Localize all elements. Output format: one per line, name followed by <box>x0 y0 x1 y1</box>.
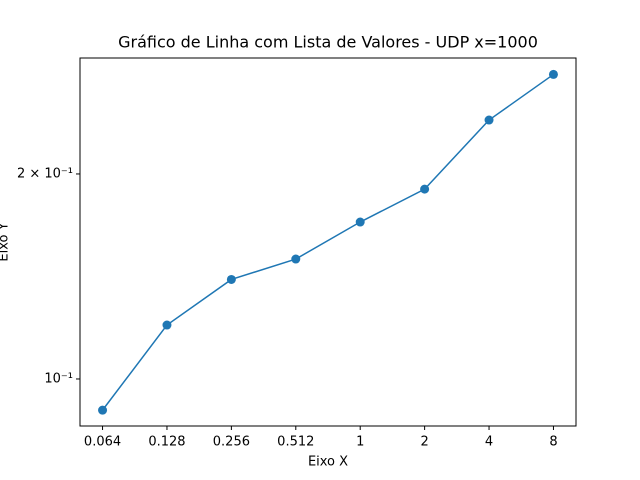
data-point <box>98 405 108 415</box>
data-point <box>484 115 494 125</box>
data-point <box>548 69 558 79</box>
y-tick-label: 10⁻¹ <box>44 371 73 386</box>
x-tick-label: 0.064 <box>84 435 121 450</box>
x-tick-label: 1 <box>356 435 364 450</box>
x-tick-label: 0.512 <box>277 435 314 450</box>
chart-title: Gráfico de Linha com Lista de Valores - … <box>118 33 538 52</box>
data-point <box>355 217 365 227</box>
y-axis-label: Eixo Y <box>0 222 12 261</box>
y-tick-label: 2 × 10⁻¹ <box>17 166 73 181</box>
x-tick-label: 4 <box>485 435 493 450</box>
x-axis-label: Eixo X <box>308 455 348 470</box>
x-tick-label: 0.256 <box>213 435 250 450</box>
data-point <box>226 274 236 284</box>
data-point <box>291 254 301 264</box>
data-point <box>420 184 430 194</box>
x-tick-label: 8 <box>549 435 557 450</box>
data-line <box>101 73 554 411</box>
x-tick-label: 0.128 <box>148 435 185 450</box>
plot-frame <box>79 57 577 427</box>
data-point <box>162 320 172 330</box>
x-tick-label: 2 <box>420 435 428 450</box>
